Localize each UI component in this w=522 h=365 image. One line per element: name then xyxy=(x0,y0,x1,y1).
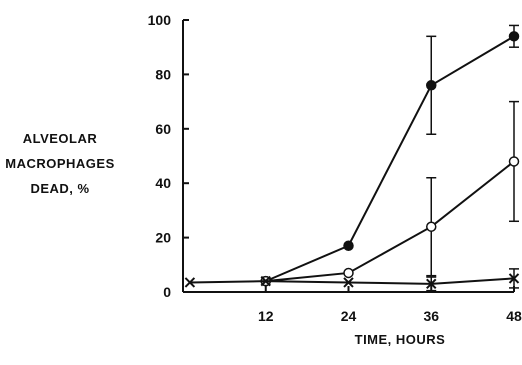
y-tick-label: 40 xyxy=(155,175,171,191)
x-tick-label: 48 xyxy=(506,308,522,324)
y-tick-label: 0 xyxy=(163,284,171,300)
y-tick-label: 100 xyxy=(148,12,172,28)
x-tick-label: 24 xyxy=(341,308,357,324)
data-point-filled-circle xyxy=(426,80,437,91)
series-line xyxy=(265,160,515,283)
labels-layer: 0 20 40 60 80 100 12 24 36 48 TIME, HOURS ALVEOLAR M… xyxy=(5,12,522,347)
series-layer xyxy=(184,24,520,292)
y-tick-label: 80 xyxy=(155,66,171,82)
x-tick-label: 12 xyxy=(258,308,274,324)
series-1 xyxy=(260,24,520,287)
x-marker-stroke xyxy=(260,275,271,287)
y-tick-label: 60 xyxy=(155,121,171,137)
data-point-open-circle xyxy=(343,267,354,279)
data-point-x xyxy=(184,277,196,288)
data-point-open-circle xyxy=(508,156,520,167)
x-marker-stroke xyxy=(343,277,354,288)
data-point-x xyxy=(508,273,520,284)
x-marker-stroke xyxy=(184,277,196,288)
data-point-x xyxy=(426,278,437,290)
data-point-x xyxy=(343,277,354,288)
data-point-open-circle xyxy=(426,221,437,232)
y-axis-label-line: DEAD, % xyxy=(30,181,89,196)
data-point-filled-circle xyxy=(508,31,520,42)
series-line xyxy=(265,35,515,283)
y-axis-label-line: MACROPHAGES xyxy=(5,156,115,171)
y-axis-label-line: ALVEOLAR xyxy=(23,131,98,146)
series-3 xyxy=(184,268,520,292)
data-point-filled-circle xyxy=(343,240,354,252)
data-point-x xyxy=(260,275,271,287)
x-tick-label: 36 xyxy=(423,308,439,324)
series-2 xyxy=(260,100,520,287)
x-marker-stroke xyxy=(426,278,437,290)
x-marker-stroke xyxy=(508,273,520,284)
x-axis-label: TIME, HOURS xyxy=(355,332,446,347)
axes-layer xyxy=(182,19,515,293)
y-tick-label: 20 xyxy=(155,230,171,246)
